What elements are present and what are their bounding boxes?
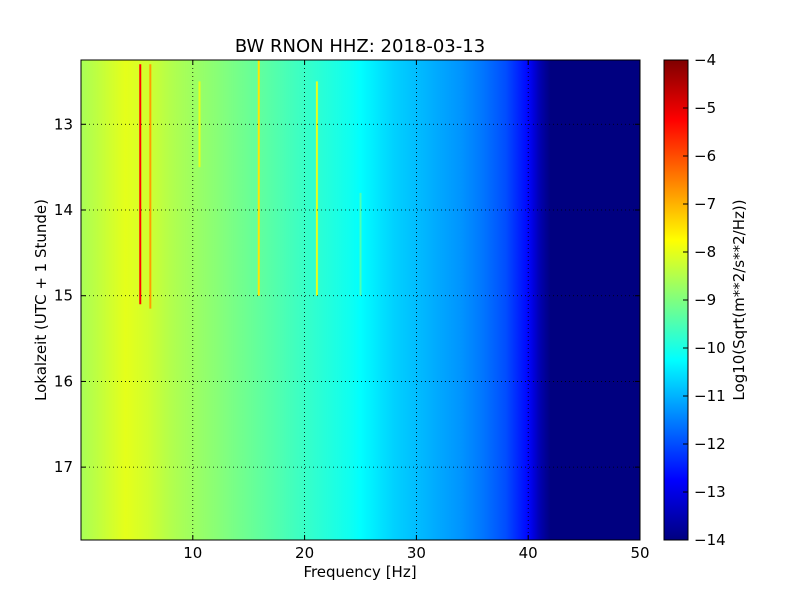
- y-tick-label: 14: [54, 201, 73, 219]
- colorbar-tick-label: −11: [694, 387, 726, 405]
- colorbar-tick-label: −13: [694, 483, 726, 501]
- x-axis: 10 20 30 40 50: [183, 60, 650, 562]
- plot-frame: [80, 59, 641, 541]
- x-tick-label: 10: [183, 544, 202, 562]
- y-axis-label: Lokalzeit (UTC + 1 Stunde): [32, 199, 50, 401]
- colorbar-tick-label: −7: [694, 195, 716, 213]
- spectrogram-background: [81, 60, 640, 540]
- colorbar-tick-label: −14: [694, 531, 726, 549]
- x-tick-label: 50: [630, 544, 649, 562]
- x-axis-label: Frequency [Hz]: [303, 563, 416, 581]
- y-tick-label: 15: [54, 287, 73, 305]
- colorbar-tick-label: −9: [694, 291, 716, 309]
- colorbar-tick-label: −8: [694, 243, 716, 261]
- x-tick-label: 30: [407, 544, 426, 562]
- x-tick-label: 40: [519, 544, 538, 562]
- colorbar-tick-label: −10: [694, 339, 726, 357]
- colorbar-tick-label: −12: [694, 435, 726, 453]
- y-axis: 13 14 15 16 17: [54, 115, 640, 476]
- heatmap-area: [81, 60, 640, 540]
- colorbar-tick-label: −5: [694, 99, 716, 117]
- colorbar-ticks: −14 −13 −12 −11 −10 −9 −8 −7 −6 −5 −4: [683, 51, 726, 549]
- colorbar-tick-label: −4: [694, 51, 716, 69]
- chart-title: BW RNON HHZ: 2018-03-13: [235, 36, 485, 57]
- x-tick-label: 20: [295, 544, 314, 562]
- y-tick-label: 16: [54, 372, 73, 390]
- colorbar-tick-label: −6: [694, 147, 716, 165]
- y-tick-label: 13: [54, 115, 73, 133]
- y-tick-label: 17: [54, 458, 73, 476]
- grid: [81, 60, 640, 540]
- colorbar-label: Log10(Sqrt(m**2/s**2/Hz)): [730, 199, 748, 400]
